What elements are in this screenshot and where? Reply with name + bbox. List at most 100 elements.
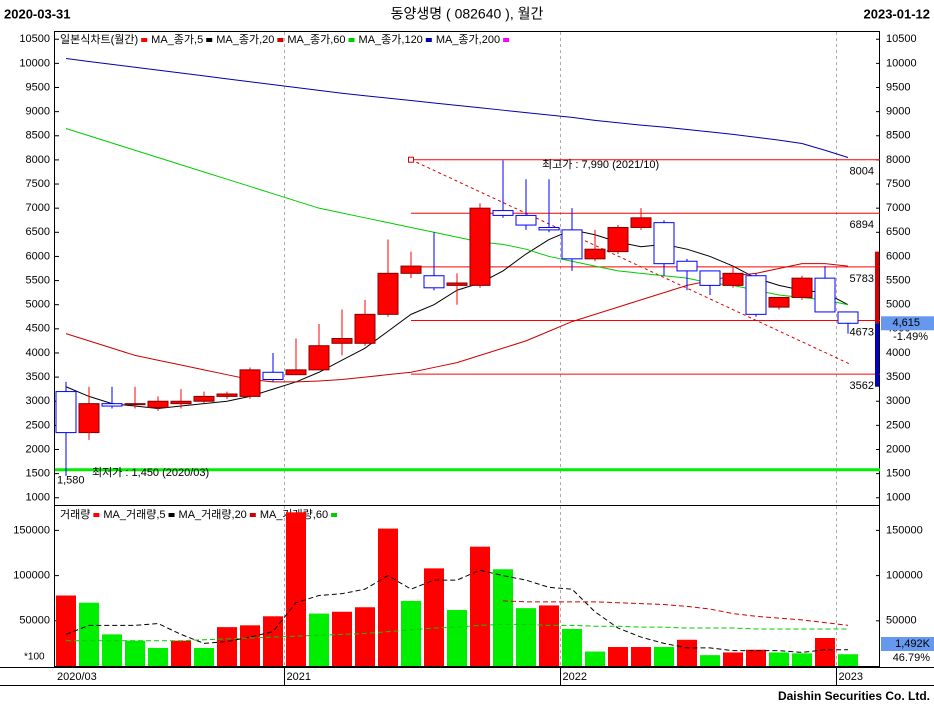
volume-bar bbox=[838, 654, 858, 666]
volume-box bbox=[881, 637, 934, 651]
volume-bar bbox=[424, 568, 444, 666]
volume-ratio: 46.79% bbox=[893, 652, 931, 664]
volume-bar bbox=[746, 649, 766, 666]
y-tick-label: 50000 bbox=[19, 615, 50, 627]
candle-body bbox=[285, 369, 307, 376]
chart-title: 동양생명 ( 082640 ), 월간 bbox=[391, 6, 544, 22]
y-tick-label: 9000 bbox=[26, 106, 50, 118]
candle-body bbox=[837, 311, 859, 324]
candle-body bbox=[561, 229, 583, 260]
level-label: 3562 bbox=[850, 380, 874, 392]
candle-body bbox=[791, 277, 813, 298]
candle-body bbox=[193, 395, 215, 402]
legend-entry: MA_종가,120 bbox=[359, 33, 423, 46]
y2-tick-label: 3000 bbox=[886, 395, 910, 407]
legend-swatch bbox=[331, 513, 338, 517]
y-tick-label: 150000 bbox=[13, 524, 50, 536]
volume-bar bbox=[815, 637, 835, 666]
candle-body bbox=[745, 275, 767, 315]
start-date: 2020-03-31 bbox=[4, 6, 71, 21]
ma-line bbox=[66, 623, 848, 642]
volume-bar bbox=[539, 605, 559, 666]
y2-tick-label: 150000 bbox=[886, 524, 923, 536]
y2-tick-label: 1500 bbox=[886, 468, 910, 480]
legend-entry: MA_종가,200 bbox=[436, 33, 500, 46]
volume-bar bbox=[79, 602, 99, 666]
y2-tick-label: 3500 bbox=[886, 371, 910, 383]
y2-tick-label: 9000 bbox=[886, 106, 910, 118]
ma-line bbox=[65, 58, 849, 158]
candle-body bbox=[814, 277, 836, 313]
level-label: 4673 bbox=[850, 326, 874, 338]
volume-bar bbox=[493, 569, 513, 666]
level-label: 5783 bbox=[850, 273, 874, 285]
last-box bbox=[881, 316, 934, 331]
y-tick-label: 5500 bbox=[26, 274, 50, 286]
candle-body bbox=[768, 296, 790, 308]
volume-unit: *100 bbox=[24, 652, 45, 663]
trend-line bbox=[410, 159, 851, 365]
y-tick-label: 100000 bbox=[13, 570, 50, 582]
y2-tick-label: 7000 bbox=[886, 202, 910, 214]
y-tick-label: 9500 bbox=[26, 81, 50, 93]
footer: Daishin Securities Co. Ltd. bbox=[778, 689, 930, 703]
legend-swatch bbox=[206, 38, 213, 42]
legend-swatch bbox=[425, 38, 432, 42]
volume-bar bbox=[378, 528, 398, 666]
trend-anchor bbox=[408, 156, 414, 163]
legend-swatch bbox=[249, 513, 256, 517]
candle-body bbox=[308, 345, 330, 371]
volume-bar bbox=[171, 640, 191, 666]
volume-bar bbox=[470, 546, 490, 666]
y-tick-label: 8500 bbox=[26, 130, 50, 142]
candle-body bbox=[354, 313, 376, 344]
candle-body bbox=[78, 403, 100, 434]
legend-swatch bbox=[141, 38, 148, 42]
candle-body bbox=[262, 371, 284, 381]
volume-bar bbox=[631, 647, 651, 666]
change: -1.49% bbox=[893, 331, 928, 343]
legend-swatch bbox=[168, 513, 175, 517]
volume-bar bbox=[677, 639, 697, 666]
volume-bar bbox=[700, 655, 720, 666]
y-tick-label: 8000 bbox=[26, 154, 50, 166]
volume-bar bbox=[562, 628, 582, 666]
y2-tick-label: 7500 bbox=[886, 178, 910, 190]
y2-tick-label: 2500 bbox=[886, 419, 910, 431]
volume-panel bbox=[54, 505, 880, 667]
volume-bar bbox=[286, 512, 306, 666]
volume-bar bbox=[263, 616, 283, 666]
volume-bar bbox=[769, 652, 789, 666]
volume-bar bbox=[194, 647, 214, 666]
low-note: 최저가 : 1,450 (2020/03) bbox=[92, 466, 209, 479]
y2-tick-label: 9500 bbox=[886, 81, 910, 93]
volume-bar bbox=[125, 640, 145, 666]
legend-swatch bbox=[503, 38, 510, 42]
y-tick-label: 4000 bbox=[26, 347, 50, 359]
x-tick-label: 2023 bbox=[839, 671, 863, 683]
volume-bar bbox=[608, 647, 628, 666]
x-tick-label: 2021 bbox=[287, 671, 311, 683]
candle-body bbox=[55, 391, 77, 434]
volume-bar bbox=[792, 653, 812, 666]
level-label: 8004 bbox=[850, 166, 874, 178]
candle-body bbox=[239, 369, 261, 397]
volume-bar bbox=[447, 609, 467, 666]
candle-body bbox=[124, 403, 146, 406]
y2-tick-label: 6000 bbox=[886, 250, 910, 262]
candle-body bbox=[584, 248, 606, 260]
y2-tick-label: 10500 bbox=[886, 33, 917, 45]
candle-body bbox=[469, 207, 491, 286]
end-date: 2023-01-12 bbox=[864, 6, 931, 21]
legend-entry: MA_종가,60 bbox=[287, 33, 345, 46]
candle-body bbox=[147, 400, 169, 409]
y2-tick-label: 1000 bbox=[886, 492, 910, 504]
y-tick-label: 4500 bbox=[26, 323, 50, 335]
y2-tick-label: 4000 bbox=[886, 347, 910, 359]
y2-tick-label: 8500 bbox=[886, 130, 910, 142]
y2-tick-label: 10000 bbox=[886, 57, 917, 69]
volume-last: 1,492K bbox=[895, 638, 931, 650]
volume-bar bbox=[240, 625, 260, 666]
price-bar bbox=[875, 323, 879, 387]
